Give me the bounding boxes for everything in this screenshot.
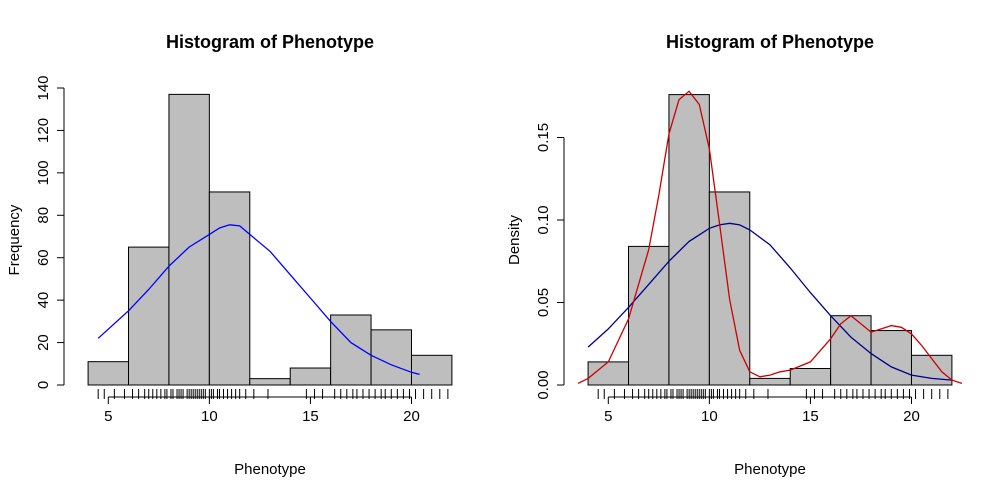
x-tick-label: 10 bbox=[701, 408, 718, 425]
histogram-bar bbox=[789, 368, 832, 386]
y-tick-label: 40 bbox=[35, 292, 52, 309]
chart-title: Histogram of Phenotype bbox=[166, 32, 374, 52]
frequency-histogram-panel: Histogram of Phenotype Phenotype Frequen… bbox=[6, 32, 453, 478]
bars bbox=[587, 94, 953, 386]
x-tick-label: 5 bbox=[104, 408, 112, 425]
histogram-bar bbox=[370, 329, 412, 386]
x-axis: 5 10 15 20 bbox=[604, 396, 920, 425]
x-axis-label: Phenotype bbox=[234, 461, 306, 478]
y-tick-label: 120 bbox=[35, 118, 52, 143]
histogram-bar bbox=[708, 191, 751, 386]
histogram-bar bbox=[87, 361, 130, 386]
histogram-bar bbox=[410, 354, 453, 386]
x-tick-label: 15 bbox=[802, 408, 819, 425]
x-tick-label: 10 bbox=[201, 408, 218, 425]
y-tick-label: 80 bbox=[35, 207, 52, 224]
y-tick-label: 0.10 bbox=[535, 205, 552, 234]
y-tick-label: 0.00 bbox=[535, 370, 552, 399]
histogram-bar bbox=[168, 93, 210, 386]
y-tick-label: 20 bbox=[35, 334, 52, 351]
y-axis-label: Frequency bbox=[6, 204, 23, 275]
chart-title: Histogram of Phenotype bbox=[666, 32, 874, 52]
y-axis: 0 20 40 60 80 100 120 140 bbox=[35, 75, 65, 389]
density-histogram-panel: Histogram of Phenotype Phenotype Density… bbox=[506, 32, 963, 478]
y-tick-label: 0 bbox=[35, 381, 52, 389]
density-curve bbox=[587, 222, 952, 381]
histogram-bar bbox=[749, 377, 791, 386]
y-axis: 0.00 0.05 0.10 0.15 bbox=[535, 123, 565, 400]
density-curve bbox=[97, 224, 420, 376]
x-tick-label: 20 bbox=[403, 408, 420, 425]
x-tick-label: 5 bbox=[604, 408, 612, 425]
x-tick-label: 20 bbox=[903, 408, 920, 425]
histogram-bar bbox=[628, 245, 670, 386]
histogram-bar bbox=[249, 378, 291, 386]
y-tick-label: 0.05 bbox=[535, 288, 552, 317]
histogram-bar bbox=[128, 246, 170, 386]
histogram-bar bbox=[910, 354, 953, 386]
y-tick-label: 100 bbox=[35, 160, 52, 185]
y-tick-label: 0.15 bbox=[535, 123, 552, 152]
y-tick-label: 60 bbox=[35, 249, 52, 266]
x-axis-label: Phenotype bbox=[734, 461, 806, 478]
y-tick-label: 140 bbox=[35, 75, 52, 100]
bars bbox=[87, 93, 453, 386]
histogram-bar bbox=[830, 315, 872, 386]
histogram-bar bbox=[289, 367, 332, 386]
histogram-bar bbox=[330, 314, 372, 386]
x-tick-label: 15 bbox=[302, 408, 319, 425]
y-axis-label: Density bbox=[506, 214, 523, 265]
histogram-bar bbox=[668, 94, 710, 386]
x-axis: 5 10 15 20 bbox=[104, 396, 420, 425]
density-curve bbox=[577, 90, 963, 385]
histogram-bar bbox=[208, 191, 251, 386]
